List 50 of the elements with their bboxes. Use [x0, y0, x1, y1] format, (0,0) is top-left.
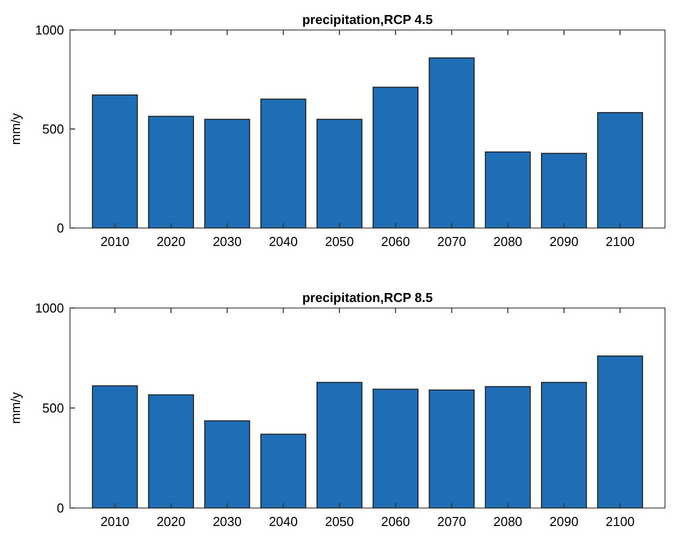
y-tick-label: 1000 — [35, 22, 64, 38]
bar — [260, 434, 306, 508]
x-tick-label: 2030 — [212, 514, 242, 529]
chart-title: precipitation,RCP 4.5 — [302, 12, 433, 27]
bar — [148, 116, 194, 228]
bar — [428, 390, 475, 508]
bar — [484, 386, 531, 508]
x-tick-label: 2040 — [268, 234, 298, 249]
bar — [316, 382, 362, 508]
x-tick-label: 2020 — [156, 514, 186, 529]
bar — [260, 98, 306, 228]
y-tick-label: 500 — [42, 122, 64, 137]
x-tick-label: 2090 — [550, 514, 578, 529]
x-tick-label: 2060 — [381, 514, 410, 529]
bar — [148, 394, 194, 508]
chart-title: precipitation,RCP 8.5 — [302, 290, 433, 305]
x-tick-label: 2040 — [268, 514, 298, 529]
bar — [541, 382, 587, 508]
x-tick-label: 2100 — [606, 234, 635, 249]
y-tick-label: 500 — [42, 400, 64, 416]
bar — [92, 94, 138, 228]
bar — [484, 151, 531, 228]
x-tick-label: 2010 — [100, 234, 130, 249]
x-tick-label: 2020 — [156, 234, 186, 249]
x-tick-label: 2090 — [550, 234, 578, 249]
x-tick-label: 2050 — [324, 234, 354, 249]
bar — [92, 385, 138, 508]
x-tick-label: 2080 — [493, 234, 522, 249]
bar — [597, 356, 644, 508]
x-tick-label: 2070 — [437, 514, 466, 529]
x-tick-label: 2010 — [100, 514, 130, 529]
y-axis-title: mm/y — [8, 392, 23, 424]
bar — [541, 152, 587, 228]
bar — [597, 112, 644, 228]
bar — [372, 86, 419, 228]
x-tick-label: 2030 — [212, 234, 242, 249]
x-tick-label: 2070 — [437, 234, 466, 249]
bar — [428, 57, 475, 228]
y-tick-label: 0 — [56, 500, 64, 516]
bar — [204, 420, 250, 508]
x-tick-label: 2100 — [606, 514, 635, 529]
bar — [204, 118, 250, 228]
x-tick-label: 2080 — [493, 514, 522, 529]
x-tick-label: 2050 — [324, 514, 354, 529]
x-tick-label: 2060 — [381, 234, 410, 249]
bar — [316, 118, 362, 228]
y-axis-title: mm/y — [8, 112, 23, 145]
y-tick-label: 0 — [56, 220, 64, 236]
bar — [372, 388, 419, 508]
y-tick-label: 1000 — [35, 300, 64, 316]
